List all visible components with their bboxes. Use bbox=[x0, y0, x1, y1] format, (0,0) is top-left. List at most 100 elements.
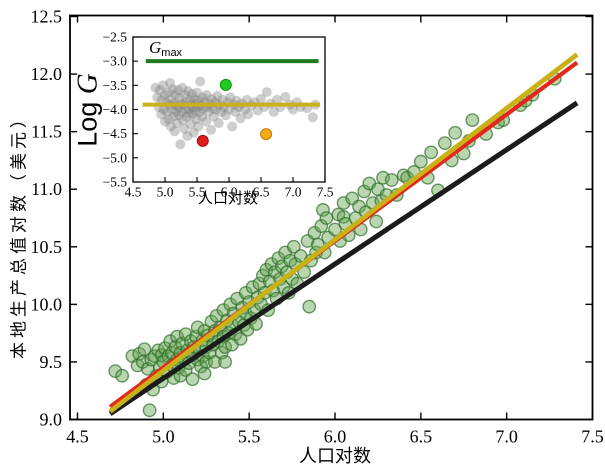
city-scatter-point bbox=[115, 368, 130, 383]
residual-scatter-gray-point bbox=[194, 106, 205, 117]
residual-scatter-gray-point bbox=[176, 106, 187, 117]
residual-scatter-gray-point bbox=[184, 108, 195, 119]
main-yaxis-label: 本地生产总值对数（美元） bbox=[9, 107, 29, 359]
residual-scatter-gray-point bbox=[163, 87, 174, 98]
residual-scatter-gray-point bbox=[152, 92, 163, 103]
residual-scatter-gray-point bbox=[156, 109, 167, 120]
main-y-tick-label: 12.5 bbox=[31, 7, 63, 27]
residual-scatter-gray-point bbox=[241, 94, 252, 105]
residual-scatter-gray-point bbox=[170, 89, 181, 100]
residual-scatter-gray-point bbox=[167, 84, 178, 95]
main-y-tick-label: 10.5 bbox=[31, 237, 63, 257]
residual-scatter-gray-point bbox=[160, 116, 170, 127]
inset-x-tick-label: 4.5 bbox=[125, 185, 142, 200]
inset-xaxis-label: 人口对数 bbox=[197, 190, 259, 207]
residual-scatter-gray-point bbox=[288, 104, 298, 115]
residual-scatter-gray-point bbox=[179, 123, 190, 134]
city-scatter-point bbox=[190, 320, 205, 335]
residual-scatter-gray-point bbox=[182, 131, 193, 142]
residual-scatter-gray-point bbox=[203, 106, 214, 117]
residual-scatter-gray-point bbox=[216, 106, 227, 117]
residual-scatter-gray-point bbox=[165, 77, 176, 88]
residual-scatter-gray-point bbox=[185, 118, 196, 129]
residual-scatter-gray-point bbox=[161, 106, 172, 117]
residual-scatter-gray-point bbox=[212, 90, 223, 101]
city-scatter-point bbox=[142, 403, 157, 418]
inset-x-tick-label: 6.0 bbox=[221, 185, 238, 200]
residual-scatter-gray-point bbox=[158, 80, 169, 91]
main-x-tick-label: 7.0 bbox=[495, 426, 518, 446]
residual-scatter-gray-point bbox=[211, 104, 222, 115]
main-xaxis-label: 人口对数 bbox=[299, 446, 371, 466]
residual-scatter-gray-point bbox=[150, 82, 161, 93]
residual-scatter-gray-point bbox=[179, 89, 190, 100]
city-scatter-point bbox=[328, 222, 342, 237]
city-scatter-point bbox=[465, 113, 480, 128]
city-scatter-point bbox=[108, 364, 123, 379]
residual-scatter-gray-point bbox=[201, 89, 212, 100]
residual-scatter-gray-point bbox=[158, 104, 169, 115]
main-y-tick-label: 11.5 bbox=[31, 122, 62, 142]
inset-frame bbox=[132, 36, 326, 183]
residual-scatter-gray-point bbox=[177, 115, 188, 126]
city-scatter-point bbox=[218, 355, 233, 369]
city-scatter-point bbox=[207, 355, 222, 369]
highlight-dot-orange bbox=[260, 128, 273, 141]
city-scatter-point bbox=[357, 184, 372, 199]
inset-y-tick-label: −3.0 bbox=[103, 54, 128, 69]
residual-scatter-gray-point bbox=[189, 93, 200, 104]
residual-scatter-gray-point bbox=[243, 109, 254, 120]
inset-x-tick-label: 6.5 bbox=[253, 185, 270, 200]
inset-y-tick-label: −2.5 bbox=[103, 30, 128, 45]
residual-scatter-gray-point bbox=[177, 82, 188, 93]
main-x-tick-label: 5.0 bbox=[152, 426, 175, 446]
residual-scatter-gray-point bbox=[186, 89, 197, 100]
city-scatter-point bbox=[424, 145, 439, 160]
residual-scatter-gray-point bbox=[240, 104, 250, 115]
main-x-tick-label: 6.0 bbox=[324, 426, 347, 446]
residual-scatter-gray-point bbox=[227, 121, 238, 132]
residual-scatter-gray-point bbox=[180, 104, 191, 115]
city-scatter-point bbox=[448, 125, 463, 140]
residual-scatter-gray-point bbox=[172, 85, 183, 96]
residual-scatter-gray-point bbox=[154, 85, 165, 96]
highlight-dot-green-point bbox=[219, 78, 232, 91]
residual-scatter-gray-point bbox=[195, 76, 206, 87]
main-y-tick-label: 9.5 bbox=[40, 352, 63, 372]
residual-scatter-gray-point bbox=[170, 106, 181, 117]
residual-scatter-gray-point bbox=[200, 116, 211, 127]
residual-scatter-gray-point bbox=[206, 124, 217, 135]
highlight-dot-green bbox=[219, 78, 232, 91]
inset-y-tick-label: −3.5 bbox=[103, 78, 128, 93]
city-scatter-point bbox=[437, 136, 452, 151]
main-y-tick-label: 11.0 bbox=[31, 179, 62, 199]
residual-scatter-gray-point bbox=[213, 118, 224, 129]
residual-scatter-gray-point bbox=[168, 111, 179, 122]
residual-scatter-gray-point bbox=[235, 113, 246, 124]
gmax-subscript: max bbox=[161, 47, 183, 59]
main-x-tick-label: 4.5 bbox=[66, 426, 89, 446]
residual-scatter-gray-point bbox=[230, 106, 241, 117]
city-scatter-point bbox=[132, 346, 147, 361]
highlight-dot-red bbox=[196, 134, 209, 147]
inset-x-tick-label: 7.0 bbox=[285, 185, 302, 200]
inset-axes: 4.5 5.0 5.5 6.0 6.5 7.0 7.5 −2.5 −3.0 −3.5 −4.0 −4.… bbox=[103, 30, 334, 200]
highlight-dot-orange-point bbox=[260, 128, 273, 141]
gmax-annotation: Gmax bbox=[149, 39, 182, 62]
residual-scatter-gray-point bbox=[165, 121, 176, 132]
city-scatter-point bbox=[413, 154, 428, 169]
main-y-tick-label: 12.0 bbox=[31, 64, 63, 84]
residual-scatter-gray-point bbox=[166, 93, 177, 104]
gmax-symbol: G bbox=[149, 38, 162, 57]
residual-scatter-gray-point bbox=[225, 92, 236, 103]
residual-scatter-gray-point bbox=[192, 87, 202, 98]
city-scatter-point bbox=[369, 214, 384, 229]
residual-scatter-gray-point bbox=[174, 92, 185, 103]
residual-scatter-gray-point bbox=[181, 111, 192, 122]
highlight-dot-red-point bbox=[196, 134, 209, 147]
residual-scatter-gray-point bbox=[188, 127, 199, 138]
residual-scatter-gray-point bbox=[261, 87, 272, 98]
inset-y-tick-label: −5.0 bbox=[103, 150, 128, 165]
